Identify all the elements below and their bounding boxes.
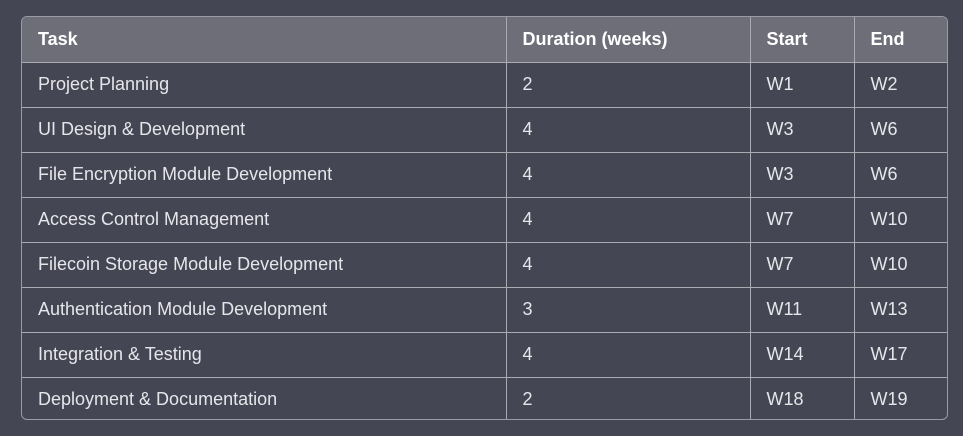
cell-start: W7 (750, 197, 855, 243)
cell-task: UI Design & Development (22, 107, 507, 153)
cell-task: Authentication Module Development (22, 287, 507, 333)
cell-end: W10 (854, 197, 947, 243)
cell-task: Access Control Management (22, 197, 507, 243)
cell-end: W13 (854, 287, 947, 333)
cell-end: W10 (854, 242, 947, 288)
table-row: Filecoin Storage Module Development 4 W7… (22, 242, 947, 288)
cell-task: Project Planning (22, 62, 507, 108)
cell-start: W3 (750, 152, 855, 198)
header-task: Task (22, 17, 507, 63)
cell-start: W14 (750, 332, 855, 378)
cell-start: W1 (750, 62, 855, 108)
header-end: End (854, 17, 947, 63)
schedule-table-container: Task Duration (weeks) Start End Project … (21, 16, 948, 420)
cell-start: W3 (750, 107, 855, 153)
table-header-row: Task Duration (weeks) Start End (22, 17, 947, 63)
cell-duration: 4 (506, 197, 751, 243)
cell-end: W2 (854, 62, 947, 108)
cell-task: Deployment & Documentation (22, 377, 507, 419)
header-duration: Duration (weeks) (506, 17, 751, 63)
cell-duration: 3 (506, 287, 751, 333)
table-row: Integration & Testing 4 W14 W17 (22, 332, 947, 378)
table-row: UI Design & Development 4 W3 W6 (22, 107, 947, 153)
cell-end: W6 (854, 152, 947, 198)
cell-task: Integration & Testing (22, 332, 507, 378)
header-start: Start (750, 17, 855, 63)
cell-start: W7 (750, 242, 855, 288)
cell-task: File Encryption Module Development (22, 152, 507, 198)
table-row: Deployment & Documentation 2 W18 W19 (22, 377, 947, 419)
cell-task: Filecoin Storage Module Development (22, 242, 507, 288)
table-row: File Encryption Module Development 4 W3 … (22, 152, 947, 198)
cell-duration: 2 (506, 377, 751, 419)
schedule-table: Task Duration (weeks) Start End Project … (22, 17, 947, 419)
cell-end: W19 (870, 389, 908, 410)
cell-start: W18 (750, 377, 855, 419)
cell-duration: 4 (506, 332, 751, 378)
table-row: Project Planning 2 W1 W2 (22, 62, 947, 108)
cell-duration: 2 (506, 62, 751, 108)
table-row: Access Control Management 4 W7 W10 (22, 197, 947, 243)
cell-duration: 4 (506, 152, 751, 198)
table-row: Authentication Module Development 3 W11 … (22, 287, 947, 333)
cell-end: W17 (854, 332, 947, 378)
cell-start: W11 (750, 287, 855, 333)
cell-duration: 4 (506, 242, 751, 288)
cell-end: W6 (854, 107, 947, 153)
cell-duration: 4 (506, 107, 751, 153)
